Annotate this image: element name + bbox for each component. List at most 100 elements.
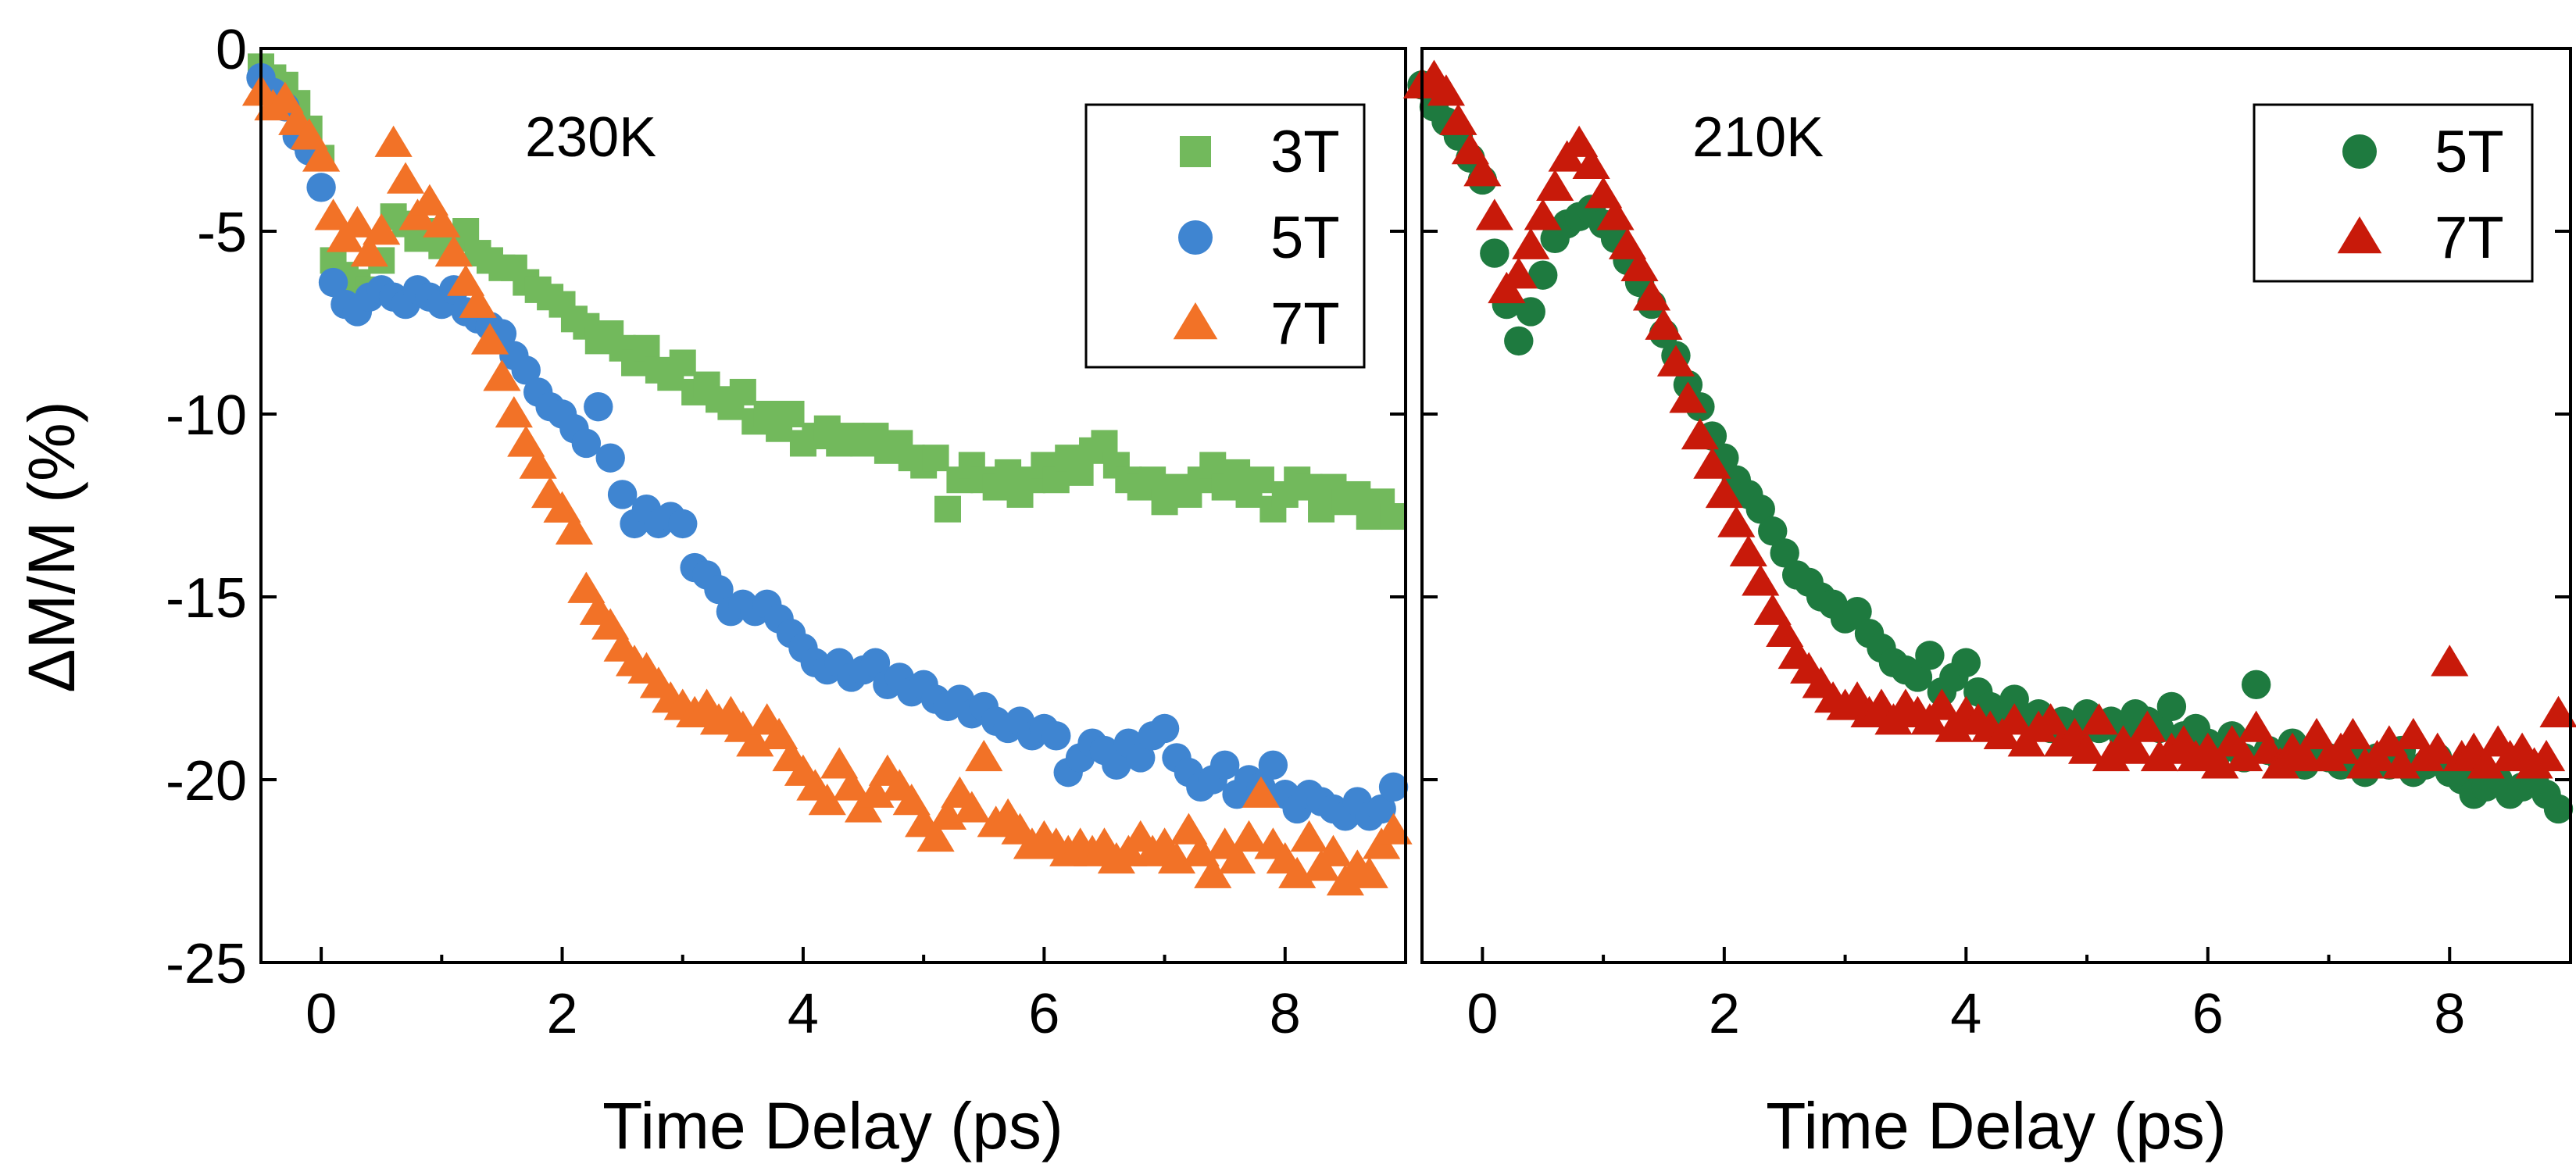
right-point-7t [1632,279,1671,311]
right-axes: 0 2 4 6 8 [1422,47,2572,1045]
left-point-7t [832,769,870,801]
right-point-5t [1528,260,1558,290]
left-axes: 0 2 4 6 8 0 -5 -10 -15 -20 -25 [166,19,1407,1045]
left-point-5t [1378,772,1409,802]
left-panel-title: 230K [525,106,656,169]
right-point-7t [1596,198,1635,230]
right-point-7t [1729,534,1767,567]
left-point-7t [447,264,485,296]
left-point-5t [1209,750,1240,780]
right-point-7t [1742,564,1780,596]
left-point-3t [1380,503,1407,530]
right-legend-label-5t: 5T [2435,119,2504,185]
left-point-5t [584,391,613,422]
left-point-5t [571,428,602,459]
left-point-5t [1102,750,1131,780]
right-point-5t [1504,326,1534,356]
left-point-5t [306,173,336,202]
left-point-7t [423,205,461,238]
right-point-7t [2394,717,2432,750]
left-point-7t [338,205,377,238]
left-point-7t [555,512,594,545]
right-point-7t [1536,169,1574,202]
right-point-7t [2285,739,2324,772]
left-point-7t [1290,820,1328,852]
right-point-5t [2543,794,2574,824]
right-plot-frame [1420,47,2572,964]
right-point-7t [2067,732,2106,764]
left-point-3t [922,445,949,472]
right-point-7t [1524,198,1562,230]
left-point-7t [483,359,521,391]
right-point-7t [1585,177,1623,209]
right-point-7t [2527,739,2566,772]
right-point-5t [1480,238,1510,268]
right-point-7t [1681,418,1719,450]
left-point-7t [1314,834,1352,866]
left-point-7t [314,198,352,230]
left-point-3t [669,349,696,377]
right-point-7t [1753,593,1792,625]
left-point-5t [318,267,348,298]
left-y-tick-label: -20 [166,750,247,812]
right-point-7t [1499,257,1538,289]
right-point-7t [2237,710,2275,742]
right-point-5t [1903,662,1933,692]
right-point-7t [1705,477,1743,509]
panel-230k: 0 2 4 6 8 0 -5 -10 -15 -20 -25 230K Time Delay (ps… [166,19,1413,1162]
right-x-tick-label: 2 [1709,983,1740,1045]
right-x-tick-label: 4 [1950,983,1981,1045]
right-point-5t [1745,494,1775,524]
left-x-axis-title: Time Delay (ps) [602,1089,1063,1162]
left-y-tick-label: -15 [166,567,247,630]
right-point-7t [1463,155,1502,187]
right-point-7t [1572,147,1610,179]
right-point-7t [1451,133,1489,165]
right-point-7t [1427,74,1466,106]
right-point-7t [2418,732,2456,764]
left-point-7t [519,447,557,479]
left-plot-frame [259,47,1407,964]
left-point-7t [1374,812,1413,845]
right-point-5t [1915,641,1945,670]
left-point-7t [760,717,799,750]
left-point-3t [1247,466,1274,494]
right-point-7t [2431,645,2469,677]
left-point-7t [1350,856,1388,888]
left-point-5t [668,509,698,539]
right-point-7t [2539,695,2576,727]
left-point-7t [1242,776,1281,808]
right-point-7t [2031,703,2070,735]
right-point-7t [1560,125,1599,157]
right-point-7t [1669,381,1707,413]
left-series-5t [246,62,1409,831]
left-series-3t [248,53,1407,530]
left-point-3t [777,401,805,427]
y-axis-title: ΔM/M (%) [15,401,88,692]
left-point-3t [934,495,961,523]
left-point-5t [704,574,734,605]
right-point-5t [1842,597,1872,627]
left-point-5t [1149,713,1180,744]
left-legend-label-3t: 3T [1270,119,1340,185]
left-point-7t [952,791,991,823]
right-point-7t [1645,308,1683,340]
left-point-3t [729,378,756,405]
left-point-7t [892,784,931,816]
right-point-7t [1693,447,1731,479]
right-point-7t [1656,345,1695,377]
right-point-7t [2128,710,2167,742]
left-y-tick-label: -10 [166,384,247,447]
right-point-7t [1620,249,1659,282]
right-point-5t [2241,670,2271,700]
left-x-tick-label: 4 [788,983,819,1045]
right-x-axis-title: Time Delay (ps) [1766,1089,2227,1162]
left-point-7t [820,747,859,779]
right-x-tick-label: 0 [1467,983,1498,1045]
right-legend-swatch-5t [2342,134,2377,169]
right-point-7t [1475,198,1513,230]
right-point-7t [1608,227,1647,259]
left-point-7t [965,739,1003,772]
right-point-5t [1770,538,1799,568]
right-point-5t [2156,691,2187,722]
